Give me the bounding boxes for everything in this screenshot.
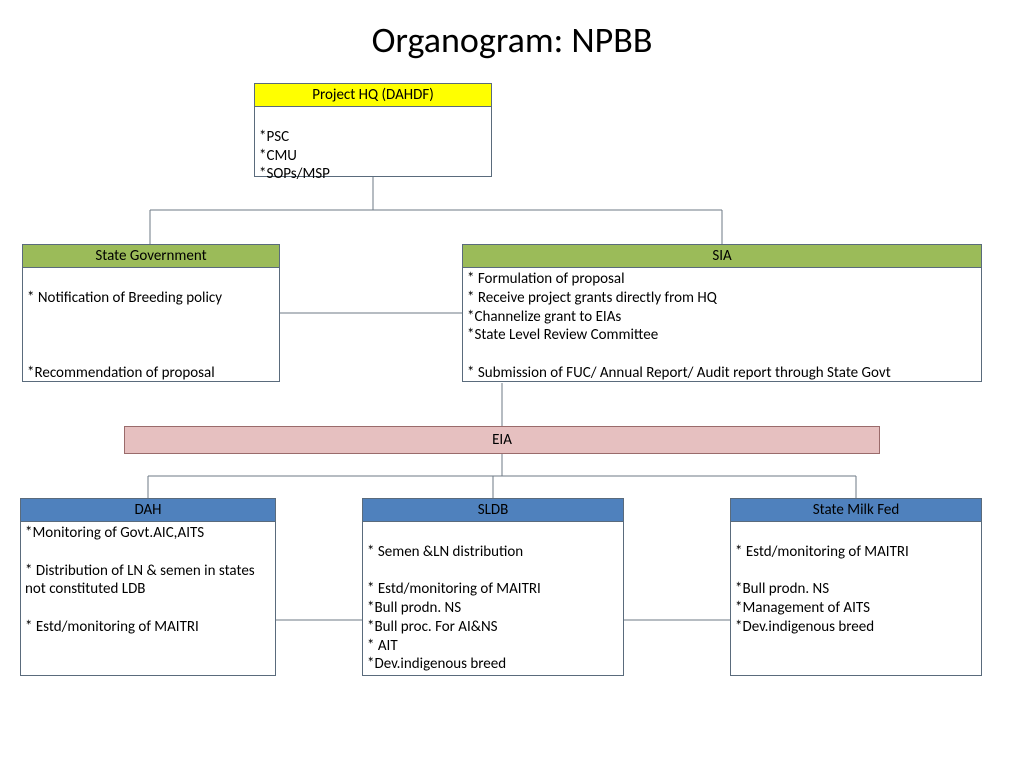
node-hq-body: *PSC *CMU *SOPs/MSP bbox=[255, 107, 491, 186]
node-eia: EIA bbox=[124, 426, 880, 454]
node-dah: DAH *Monitoring of Govt.AIC,AITS * Distr… bbox=[20, 498, 276, 676]
node-dah-header: DAH bbox=[21, 499, 275, 522]
node-sldb: SLDB * Semen &LN distribution * Estd/mon… bbox=[362, 498, 624, 676]
node-sldb-header: SLDB bbox=[363, 499, 623, 522]
node-state-govt-header: State Government bbox=[23, 245, 279, 268]
node-smf-body: * Estd/monitoring of MAITRI *Bull prodn.… bbox=[731, 522, 981, 639]
node-sia-header: SIA bbox=[463, 245, 981, 268]
page-title: Organogram: NPBB bbox=[0, 18, 1024, 62]
node-sldb-body: * Semen &LN distribution * Estd/monitori… bbox=[363, 522, 623, 676]
node-eia-label: EIA bbox=[492, 431, 512, 449]
node-hq: Project HQ (DAHDF) *PSC *CMU *SOPs/MSP bbox=[254, 83, 492, 177]
node-state-govt-body: * Notification of Breeding policy *Recom… bbox=[23, 268, 279, 385]
node-smf: State Milk Fed * Estd/monitoring of MAIT… bbox=[730, 498, 982, 676]
node-hq-header: Project HQ (DAHDF) bbox=[255, 84, 491, 107]
node-state-govt: State Government * Notification of Breed… bbox=[22, 244, 280, 382]
node-smf-header: State Milk Fed bbox=[731, 499, 981, 522]
node-dah-body: *Monitoring of Govt.AIC,AITS * Distribut… bbox=[21, 522, 275, 639]
node-sia: SIA * Formulation of proposal * Receive … bbox=[462, 244, 982, 382]
node-sia-body: * Formulation of proposal * Receive proj… bbox=[463, 268, 981, 385]
